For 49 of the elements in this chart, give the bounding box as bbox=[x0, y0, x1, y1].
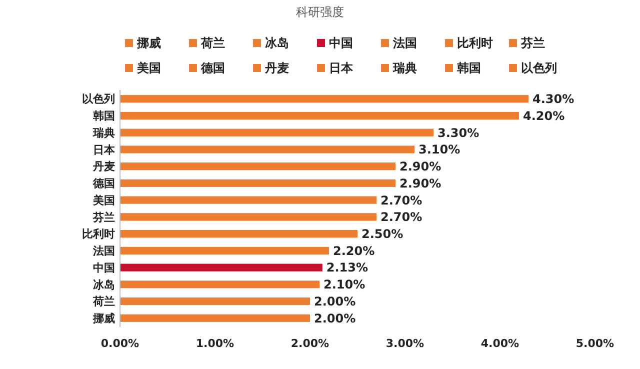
y-tick-label: 以色列 bbox=[82, 92, 115, 106]
y-tick-label: 中国 bbox=[93, 261, 115, 274]
y-tick-label: 日本 bbox=[93, 143, 116, 156]
legend-label: 日本 bbox=[329, 61, 354, 76]
y-tick-label: 德国 bbox=[92, 177, 115, 190]
x-tick-label: 5.00% bbox=[576, 337, 614, 350]
x-tick-label: 1.00% bbox=[196, 337, 234, 350]
data-label: 2.50% bbox=[362, 227, 404, 241]
data-label: 2.13% bbox=[326, 260, 368, 275]
legend-label: 美国 bbox=[136, 61, 161, 76]
legend-label: 芬兰 bbox=[520, 36, 545, 50]
legend-label: 荷兰 bbox=[200, 36, 225, 50]
y-tick-label: 美国 bbox=[92, 194, 115, 207]
legend-label: 冰岛 bbox=[265, 36, 289, 50]
data-label: 2.00% bbox=[314, 294, 356, 308]
x-tick-label: 0.00% bbox=[100, 337, 140, 350]
data-label: 4.30% bbox=[532, 92, 574, 106]
legend-label: 中国 bbox=[329, 36, 353, 50]
y-tick-label: 芬兰 bbox=[92, 210, 115, 224]
y-tick-label: 比利时 bbox=[82, 228, 115, 241]
data-label: 2.90% bbox=[400, 160, 442, 174]
data-label: 2.70% bbox=[380, 210, 422, 224]
legend-label: 德国 bbox=[200, 61, 225, 76]
legend-label: 挪威 bbox=[136, 36, 161, 50]
y-tick-label: 荷兰 bbox=[92, 295, 115, 308]
chart-title: 科研强度 bbox=[296, 5, 344, 19]
data-label: 2.20% bbox=[333, 244, 375, 258]
data-label: 2.70% bbox=[380, 193, 422, 208]
legend-label: 比利时 bbox=[457, 36, 493, 50]
legend-label: 丹麦 bbox=[264, 61, 289, 76]
x-tick-label: 3.00% bbox=[386, 337, 424, 350]
legend-label: 韩国 bbox=[456, 61, 481, 76]
data-label: 4.20% bbox=[523, 108, 565, 123]
y-tick-label: 挪威 bbox=[92, 312, 115, 325]
legend-label: 瑞典 bbox=[392, 61, 417, 76]
legend-label: 以色列 bbox=[521, 61, 557, 76]
data-label: 3.30% bbox=[438, 126, 480, 140]
data-label: 3.10% bbox=[418, 142, 460, 157]
data-label: 2.90% bbox=[400, 176, 442, 190]
data-label: 2.10% bbox=[324, 278, 366, 292]
y-tick-label: 冰岛 bbox=[93, 278, 115, 292]
data-label: 2.00% bbox=[314, 311, 356, 326]
x-tick-label: 2.00% bbox=[290, 337, 330, 350]
x-tick-label: 4.00% bbox=[480, 337, 520, 350]
y-tick-label: 法国 bbox=[92, 244, 115, 258]
y-tick-label: 韩国 bbox=[92, 110, 115, 123]
legend-label: 法国 bbox=[392, 36, 417, 50]
y-tick-label: 瑞典 bbox=[92, 126, 115, 140]
y-tick-label: 丹麦 bbox=[92, 160, 115, 174]
